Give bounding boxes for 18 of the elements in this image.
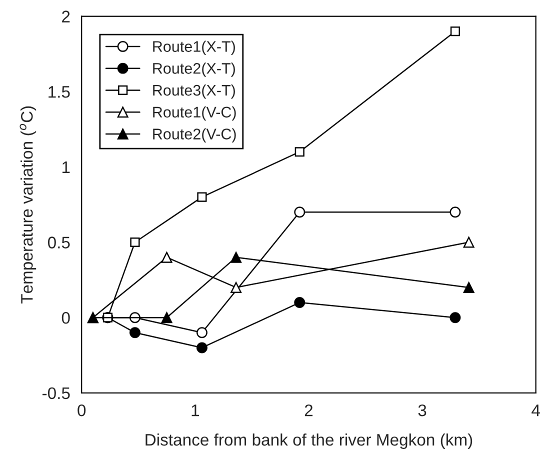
y-tick-label: 2 xyxy=(62,10,70,22)
y-tick-label: 1 xyxy=(62,162,70,173)
x-tick-label: 2 xyxy=(304,404,313,416)
x-tick-label: 1 xyxy=(192,404,199,416)
y-axis-title: Temperature variation ($^{o}$C) xyxy=(20,106,36,304)
legend-label: Route2(X-T) xyxy=(153,62,235,77)
y-tick-label: 0 xyxy=(62,312,70,324)
x-tick-label: 0 xyxy=(78,404,86,416)
legend-label: Route3(X-T) xyxy=(153,84,235,99)
x-tick-label: 3 xyxy=(418,404,426,416)
y-tick-label: -0.5 xyxy=(42,387,70,400)
x-tick-label: 4 xyxy=(532,404,540,416)
x-axis-title: Distance from bank of the river Megkon (km) xyxy=(146,433,472,449)
legend-label: Route2(V-C) xyxy=(153,128,236,142)
legend-label: Route1(V-C) xyxy=(153,106,236,121)
y-tick-label: 1.5 xyxy=(48,86,70,98)
legend-label: Route1(X-T) xyxy=(153,40,235,55)
y-tick-label: 0.5 xyxy=(48,236,70,248)
